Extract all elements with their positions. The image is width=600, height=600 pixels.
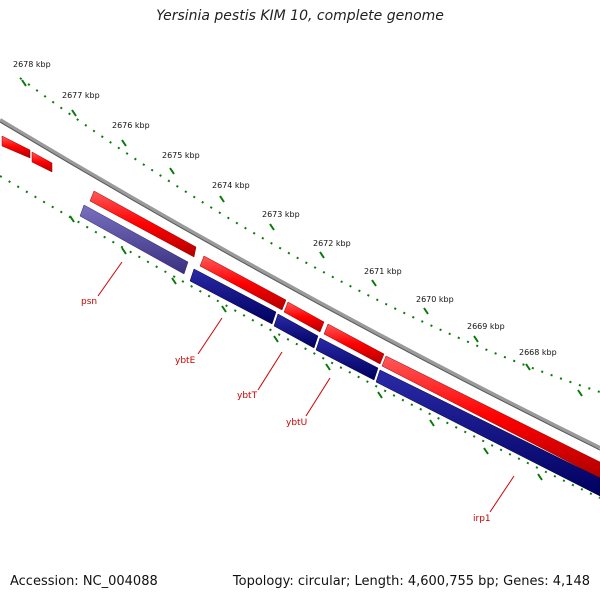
outer-tick-ruler — [19, 77, 600, 393]
forward-gene-ybtE[interactable] — [199, 255, 287, 311]
forward-gene-ybtT[interactable] — [283, 301, 325, 333]
reverse-strand-genes — [79, 204, 600, 497]
forward-strand-genes — [1, 135, 600, 479]
kbp-label-2672: 2672 kbp — [313, 239, 351, 248]
gene-label-ybtT[interactable]: ybtT — [237, 391, 258, 401]
outer-major-ticks — [21, 79, 583, 397]
gene-label-ybtE[interactable]: ybtE — [175, 356, 196, 366]
forward-gene-psn[interactable] — [89, 190, 197, 258]
genome-backbone — [0, 118, 600, 451]
kbp-label-2678: 2678 kbp — [13, 60, 51, 69]
genome-summary-text: Topology: circular; Length: 4,600,755 bp… — [232, 574, 590, 589]
kbp-label-2671: 2671 kbp — [364, 267, 402, 276]
kbp-label-2674: 2674 kbp — [212, 181, 250, 190]
accession-text: Accession: NC_004088 — [10, 574, 158, 589]
forward-gene[interactable] — [31, 151, 53, 173]
reverse-gene-ybtU[interactable] — [315, 337, 379, 381]
gene-label-leaders — [97, 261, 515, 513]
kbp-label-2677: 2677 kbp — [62, 91, 100, 100]
kbp-label-2673: 2673 kbp — [262, 210, 300, 219]
inner-major-ticks — [69, 215, 543, 481]
reverse-gene-psn[interactable] — [79, 204, 189, 275]
kbp-label-2675: 2675 kbp — [162, 151, 200, 160]
reverse-gene-ybtE[interactable] — [189, 268, 277, 325]
gene-label-ybtU[interactable]: ybtU — [286, 418, 307, 428]
map-title: Yersinia pestis KIM 10, complete genome — [156, 8, 444, 24]
inner-tick-ruler — [0, 175, 600, 499]
kbp-label-2670: 2670 kbp — [416, 295, 454, 304]
forward-gene[interactable] — [1, 135, 31, 159]
reverse-gene-ybtT[interactable] — [273, 313, 319, 349]
reverse-gene-irp1[interactable] — [375, 369, 600, 497]
kbp-label-2668: 2668 kbp — [519, 348, 557, 357]
forward-gene-irp1[interactable] — [381, 355, 600, 479]
gene-label-irp1[interactable]: irp1 — [473, 514, 491, 524]
gene-label-psn[interactable]: psn — [81, 297, 97, 307]
kbp-label-2669: 2669 kbp — [467, 322, 505, 331]
kbp-label-2676: 2676 kbp — [112, 121, 150, 130]
forward-gene-ybtU[interactable] — [323, 323, 385, 365]
